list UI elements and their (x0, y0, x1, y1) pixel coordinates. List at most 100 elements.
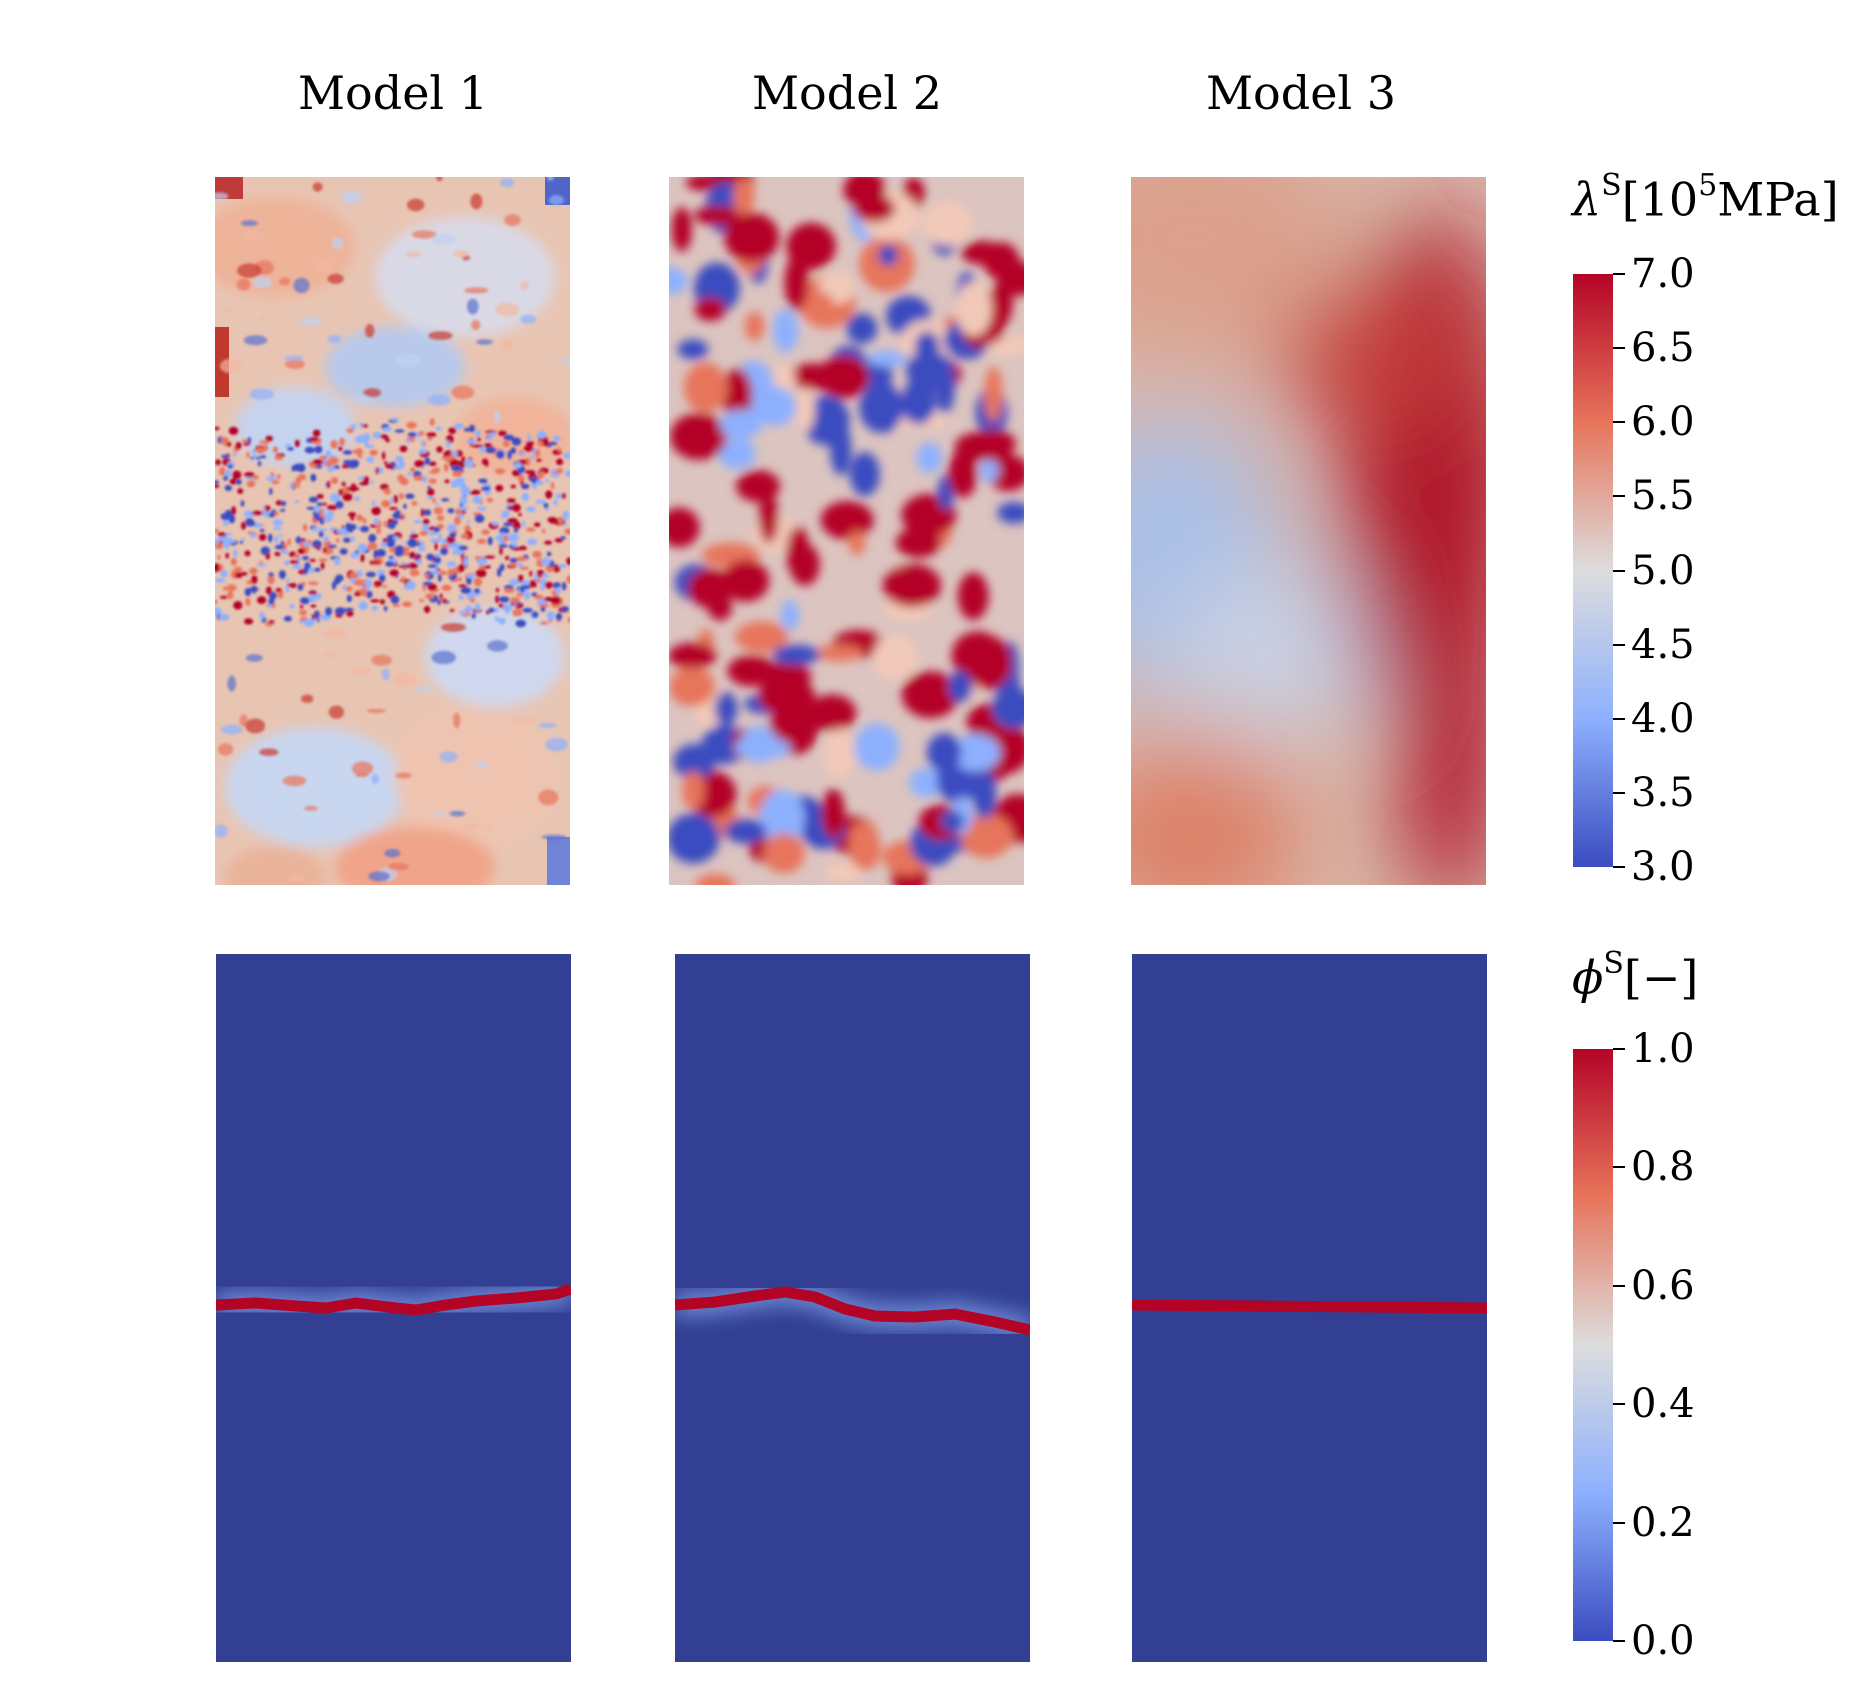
texture-speck (367, 542, 378, 550)
texture-speck (366, 708, 386, 714)
texture-patch (694, 297, 726, 322)
texture-speck (344, 607, 354, 612)
texture-speck (484, 555, 496, 559)
texture-speck (536, 578, 541, 583)
texture-speck (567, 617, 570, 623)
phi-colorbar-tick (1613, 1166, 1625, 1169)
texture-speck (476, 558, 488, 566)
texture-speck (346, 428, 354, 434)
texture-speck (555, 612, 563, 621)
texture-speck (301, 694, 314, 703)
texture-speck (215, 484, 220, 489)
texture-speck (320, 561, 325, 570)
texture-speck (547, 517, 554, 523)
texture-speck (536, 458, 542, 462)
texture-patch (848, 821, 880, 860)
texture-patch (670, 413, 727, 460)
texture-speck (446, 536, 456, 544)
texture-patch (979, 459, 999, 482)
texture-speck (241, 521, 246, 530)
texture-patch (685, 177, 720, 191)
texture-speck (520, 280, 529, 290)
texture-speck (338, 489, 343, 496)
texture-speck (224, 485, 232, 491)
texture-speck (294, 439, 300, 448)
texture-speck (422, 509, 432, 516)
texture-speck (515, 619, 527, 628)
texture-speck (383, 521, 387, 528)
texture-speck (468, 491, 478, 495)
texture-speck (438, 533, 442, 542)
texture-speck (357, 453, 362, 459)
texture-speck (219, 358, 243, 374)
texture-speck (322, 502, 327, 506)
texture-speck (538, 723, 557, 728)
texture-speck (418, 545, 426, 552)
texture-speck (389, 569, 399, 577)
texture-patch (922, 201, 972, 246)
texture-speck (235, 479, 242, 485)
texture-speck (519, 450, 524, 454)
lambda-colorbar-tick-label: 3.0 (1631, 844, 1695, 890)
texture-speck (458, 595, 464, 600)
texture-speck (280, 501, 287, 507)
texture-speck (458, 584, 467, 588)
texture-speck (419, 540, 424, 547)
texture-speck (285, 586, 290, 593)
texture-speck (552, 582, 561, 589)
texture-patch (718, 438, 756, 470)
texture-speck (237, 263, 262, 278)
texture-speck (352, 761, 374, 776)
texture-speck (218, 743, 234, 756)
texture-patch (714, 691, 738, 726)
texture-speck (233, 452, 237, 458)
texture-patch (914, 331, 940, 361)
texture-speck (471, 319, 481, 331)
texture-speck (550, 481, 555, 490)
texture-speck (494, 616, 499, 622)
texture-speck (334, 576, 341, 585)
texture-speck (285, 578, 290, 583)
texture-speck (541, 529, 546, 534)
texture-speck (316, 266, 333, 272)
texture-patch (820, 501, 874, 540)
texture-speck (434, 541, 438, 551)
column-title-model-1: Model 1 (297, 66, 489, 120)
texture-patch (694, 205, 740, 226)
texture-speck (340, 190, 363, 205)
texture-speck (229, 478, 237, 485)
texture-speck (410, 533, 419, 539)
texture-patch (815, 644, 864, 662)
texture-speck (553, 499, 558, 506)
texture-speck (299, 609, 307, 616)
texture-speck (414, 460, 425, 468)
texture-speck (535, 499, 546, 504)
phi-colorbar-tick-label: 0.8 (1631, 1144, 1695, 1191)
texture-speck (215, 529, 220, 533)
texture-speck (428, 461, 437, 467)
texture-speck (534, 522, 541, 527)
texture-speck (302, 523, 308, 532)
texture-speck (386, 540, 395, 548)
texture-speck (401, 601, 413, 607)
texture-speck (342, 450, 353, 455)
texture-speck (406, 580, 416, 590)
texture-speck (427, 564, 437, 568)
texture-speck (435, 426, 442, 431)
texture-patch (854, 723, 900, 771)
texture-speck (509, 597, 521, 603)
texture-speck (308, 496, 319, 503)
texture-speck (495, 468, 505, 475)
texture-speck (485, 446, 497, 454)
texture-speck (422, 524, 430, 533)
texture-speck (483, 826, 492, 831)
texture-speck (498, 617, 506, 625)
texture-speck (440, 597, 444, 601)
texture-speck (366, 590, 373, 599)
texture-speck (556, 458, 564, 466)
texture-speck (449, 609, 455, 612)
texture-speck (560, 536, 566, 540)
texture-speck (318, 530, 324, 538)
texture-speck (498, 596, 510, 603)
texture-speck (376, 527, 381, 535)
